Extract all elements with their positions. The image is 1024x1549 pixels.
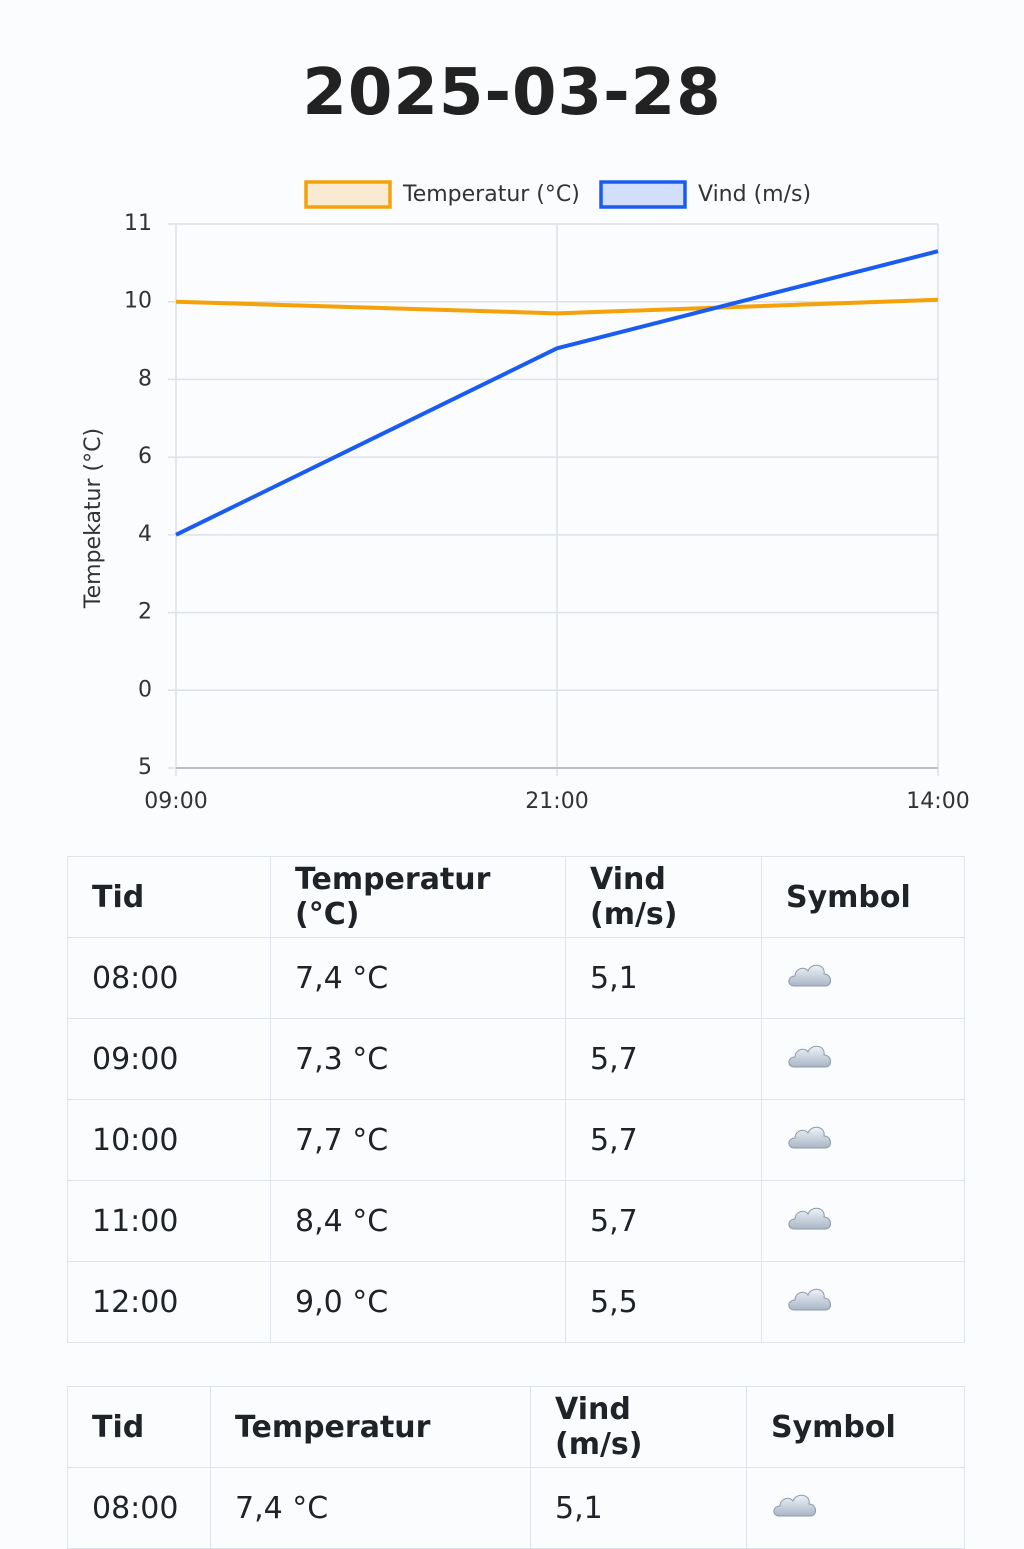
y-tick-label: 6 [138,444,152,469]
cloud-icon [788,1126,831,1149]
header-cell: Tid [67,856,271,938]
page-title: 2025-03-28 [302,56,722,130]
cell: 08:00 [67,937,271,1019]
data-row: 11:00 8,4 °C 5,7 [67,1180,965,1262]
chart: 11 10 8 6 4 2 0 5 09:00 21:00 14:00 Tempekatur (°C)… [81,180,970,814]
cell: 5,5 [565,1261,762,1343]
symbol-cell [761,1261,965,1343]
series-line [175,249,939,537]
header-cell: Vind (m/s) [530,1386,747,1468]
data-row: 09:00 7,3 °C 5,7 [67,1018,965,1100]
cell: 8,4 °C [270,1180,566,1262]
cell: 7,4 °C [210,1467,531,1549]
cloud-icon [788,1207,831,1230]
cell: 5,7 [565,1018,762,1100]
cell: 09:00 [67,1018,271,1100]
symbol-cell [761,1180,965,1262]
y-tick-label: 5 [138,755,152,780]
cell: 5,7 [565,1099,762,1181]
cell: 08:00 [67,1467,211,1549]
header-row: Tid Temperatur Vind (m/s) Symbol [67,1386,965,1468]
header-cell: Temperatur [210,1386,531,1468]
symbol-cell [761,1099,965,1181]
cloud-icon [788,1045,831,1068]
legend-swatch [304,180,392,209]
y-axis-label: Tempekatur (°C) [81,428,106,609]
data-row: 08:00 7,4 °C 5,1 [67,937,965,1019]
x-tick-label: 21:00 [525,789,588,814]
cell: 11:00 [67,1180,271,1262]
symbol-cell [761,1018,965,1100]
cell: 12:00 [67,1261,271,1343]
data-row: 12:00 9,0 °C 5,5 [67,1261,965,1343]
cloud-icon [773,1494,816,1517]
data-row: 08:00 7,4 °C 5,1 [67,1467,965,1549]
y-tick-label: 2 [138,600,152,625]
cell: 7,7 °C [270,1099,566,1181]
x-tick-label: 14:00 [906,789,969,814]
data-row: 10:00 7,7 °C 5,7 [67,1099,965,1181]
series-line [175,297,939,316]
y-tick-label: 8 [138,366,152,391]
cell: 5,1 [565,937,762,1019]
cell: 10:00 [67,1099,271,1181]
forecast-table: Tid Temperatur (°C) Vind (m/s) Symbol 08:00 7… [67,856,965,1343]
cloud-icon [788,964,831,987]
header-row: Tid Temperatur (°C) Vind (m/s) Symbol [67,856,965,938]
cell: 7,4 °C [270,937,566,1019]
legend-label: Temperatur (°C) [402,182,580,207]
symbol-cell [746,1467,965,1549]
y-tick-label: 11 [124,211,152,236]
header-cell: Temperatur (°C) [270,856,566,938]
header-cell: Tid [67,1386,211,1468]
y-tick-label: 0 [138,677,152,702]
cell: 5,7 [565,1180,762,1262]
header-cell: Symbol [746,1386,965,1468]
header-cell: Symbol [761,856,965,938]
cell: 5,1 [530,1467,747,1549]
y-tick-label: 10 [124,289,152,314]
y-tick-label: 4 [138,522,152,547]
x-tick-label: 09:00 [144,789,207,814]
cell: 7,3 °C [270,1018,566,1100]
cell: 9,0 °C [270,1261,566,1343]
forecast-table: Tid Temperatur Vind (m/s) Symbol 08:00 7,4 °C… [67,1386,965,1549]
cloud-icon [788,1288,831,1311]
legend-label: Vind (m/s) [698,182,811,207]
header-cell: Vind (m/s) [565,856,762,938]
legend-swatch [599,180,687,209]
symbol-cell [761,937,965,1019]
